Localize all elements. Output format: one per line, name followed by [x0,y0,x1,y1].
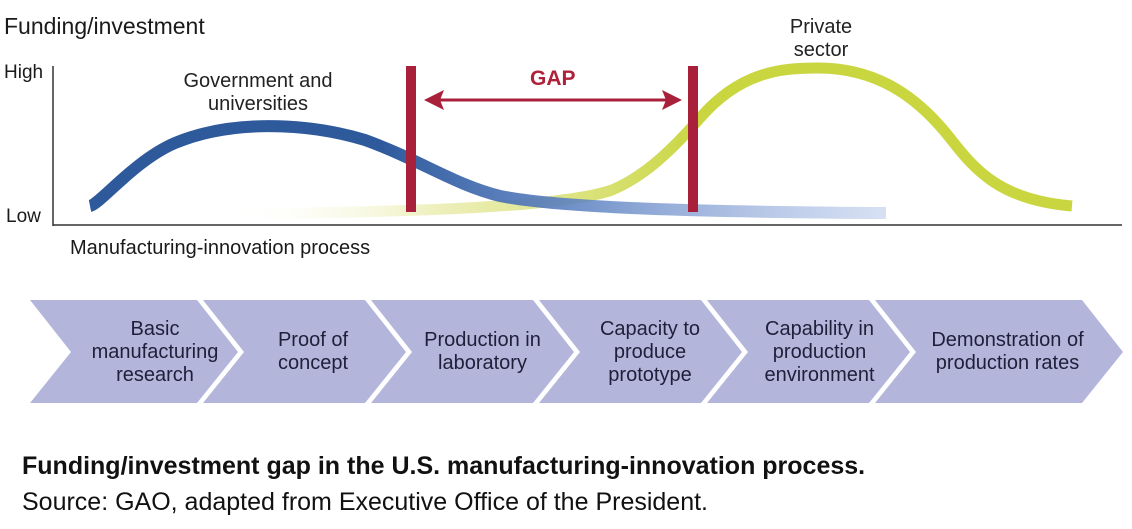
stage-label: Basic manufacturing research [91,317,219,386]
funding-chart [52,62,1122,226]
stage-chevron-6 [875,300,1123,403]
stage-label: Capacity to produce prototype [599,317,701,386]
gap-arrow [424,90,682,110]
caption-source: Source: GAO, adapted from Executive Offi… [22,488,708,516]
gap-label: GAP [530,67,576,90]
stage-label: Proof of concept [277,329,349,374]
private-sector-curve [234,62,1073,220]
y-axis-high-label: High [4,62,44,83]
y-axis-low-label: Low [6,206,41,227]
stage-chevron-2 [203,300,406,403]
gap-right-bar [688,66,698,212]
caption-title: Funding/investment gap in the U.S. manuf… [22,452,866,480]
stage-label: Production in laboratory [424,329,541,374]
stage-label: Capability in production environment [764,317,875,386]
stage-chevron-3 [371,300,574,403]
stage-chevron-4 [539,300,742,403]
stage-label: Demonstration of production rates [931,329,1084,374]
private-sector-label: Private sector [789,16,853,61]
stage-chevron-1 [30,300,238,403]
government-curve [87,120,887,219]
process-stages [30,300,1123,403]
x-axis-label: Manufacturing-innovation process [70,237,371,259]
y-axis-title: Funding/investment [4,13,205,39]
stage-chevron-5 [707,300,910,403]
gap-left-bar [406,66,416,212]
government-label: Government and universities [183,70,333,115]
